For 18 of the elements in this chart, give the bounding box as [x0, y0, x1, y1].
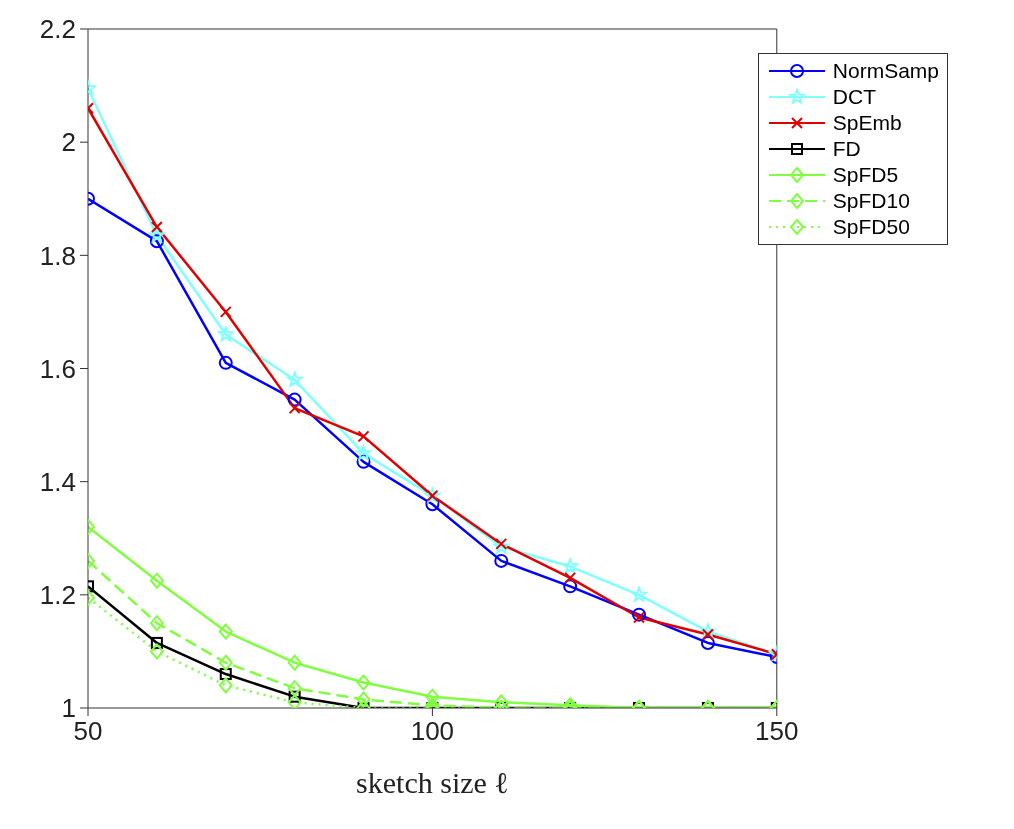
- legend-label: SpEmb: [832, 111, 902, 135]
- legend-label: FD: [832, 137, 861, 161]
- legend-label: SpFD10: [832, 189, 910, 213]
- y-tick-label: 2: [61, 127, 76, 158]
- legend-label: NormSamp: [832, 59, 939, 83]
- x-tick-label: 100: [410, 716, 455, 747]
- y-tick-label: 2.2: [39, 14, 76, 45]
- y-tick-label: 1.2: [39, 580, 76, 611]
- y-tick-label: 1.6: [39, 353, 76, 384]
- y-tick-label: 1: [61, 693, 76, 724]
- x-tick-label: 150: [755, 716, 799, 747]
- y-tick-label: 1.8: [39, 240, 76, 271]
- x-axis-title: sketch size ℓ: [356, 766, 509, 799]
- legend-label: DCT: [832, 85, 876, 109]
- x-tick-label: 50: [73, 716, 103, 747]
- legend-label: SpFD50: [832, 215, 910, 239]
- legend-label: SpFD5: [832, 163, 899, 187]
- y-tick-label: 1.4: [39, 466, 76, 497]
